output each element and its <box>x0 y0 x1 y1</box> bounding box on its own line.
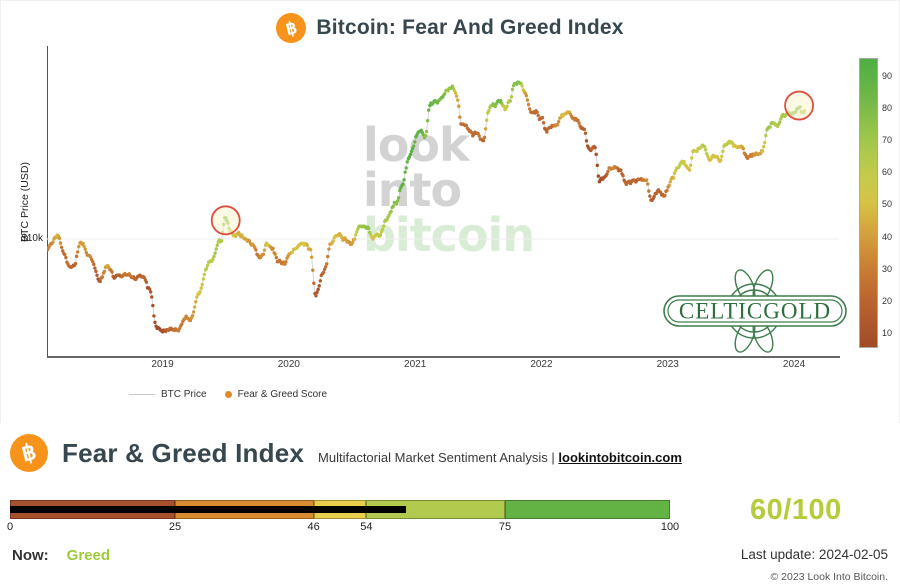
x-axis-tick-2022: 2022 <box>530 359 553 370</box>
celticgold-logo: CELTICGOLD <box>661 267 849 355</box>
now-label: Now: <box>12 547 49 564</box>
gauge-tick-54: 54 <box>360 521 373 533</box>
x-axis-tick-2024: 2024 <box>782 359 806 370</box>
celticgold-text: CELTICGOLD <box>679 299 831 324</box>
feargreed-header: ฿ Fear & Greed Index Multifactorial Mark… <box>10 434 682 472</box>
colorbar-tick-80: 80 <box>882 102 893 113</box>
chart-legend: BTC Price Fear & Greed Score <box>129 389 327 400</box>
current-sentiment: Now: Greed <box>12 547 110 564</box>
bitcoin-glyph: ฿ <box>283 17 299 39</box>
x-axis-tick-2021: 2021 <box>404 359 427 370</box>
colorbar-tick-50: 50 <box>882 199 893 210</box>
gauge-tick-46: 46 <box>307 521 320 533</box>
copyright: © 2023 Look Into Bitcoin. <box>770 571 888 583</box>
legend-label-fg-score: Fear & Greed Score <box>237 389 328 400</box>
colorbar-tick-10: 10 <box>882 328 893 339</box>
bitcoin-glyph: ฿ <box>19 438 39 467</box>
last-update: Last update: 2024-02-05 <box>740 547 888 562</box>
colorbar-tick-20: 20 <box>882 295 893 306</box>
feargreed-panel: ฿ Fear & Greed Index Multifactorial Mark… <box>0 423 900 586</box>
y-axis-tick-10k: $10k <box>21 233 43 244</box>
x-axis-tick-2023: 2023 <box>656 359 679 370</box>
colorbar-tick-70: 70 <box>882 135 893 146</box>
gauge-segment-75-100 <box>505 500 670 519</box>
legend-label-btc-price: BTC Price <box>161 389 207 400</box>
gauge-tick-25: 25 <box>168 521 182 533</box>
feargreed-gauge <box>10 500 670 519</box>
gauge-tick-100: 100 <box>660 521 680 533</box>
page-title: Bitcoin: Fear And Greed Index <box>316 16 624 39</box>
x-axis-tick-2020: 2020 <box>277 359 300 370</box>
x-axis-tick-2019: 2019 <box>151 359 174 370</box>
feargreed-colorbar <box>859 58 878 348</box>
price-line-swatch-icon <box>129 394 155 395</box>
now-value: Greed <box>66 547 111 564</box>
score-dot-swatch-icon <box>224 391 232 398</box>
gauge-tick-75: 75 <box>498 521 512 533</box>
feargreed-title: Fear & Greed Index <box>62 437 305 468</box>
gauge-value-bar <box>10 506 406 513</box>
colorbar-tick-60: 60 <box>882 167 893 178</box>
bitcoin-icon: ฿ <box>276 13 307 43</box>
subtitle-text: Multifactorial Market Sentiment Analysis… <box>318 449 559 465</box>
score-value: 60/100 <box>750 494 842 526</box>
legend-item-btc-price: BTC Price <box>129 389 207 400</box>
colorbar-tick-40: 40 <box>882 231 893 242</box>
lookintobitcoin-link[interactable]: lookintobitcoin.com <box>558 449 682 465</box>
colorbar-tick-90: 90 <box>882 70 893 81</box>
chart-panel: ฿ Bitcoin: Fear And Greed Index BTC Pric… <box>0 0 900 424</box>
gauge-tick-0: 0 <box>6 521 14 533</box>
legend-item-fg-score: Fear & Greed Score <box>224 389 328 400</box>
bitcoin-icon: ฿ <box>10 434 48 472</box>
chart-header: ฿ Bitcoin: Fear And Greed Index <box>1 13 899 43</box>
colorbar-tick-30: 30 <box>882 263 893 274</box>
feargreed-subtitle: Multifactorial Market Sentiment Analysis… <box>318 450 682 465</box>
